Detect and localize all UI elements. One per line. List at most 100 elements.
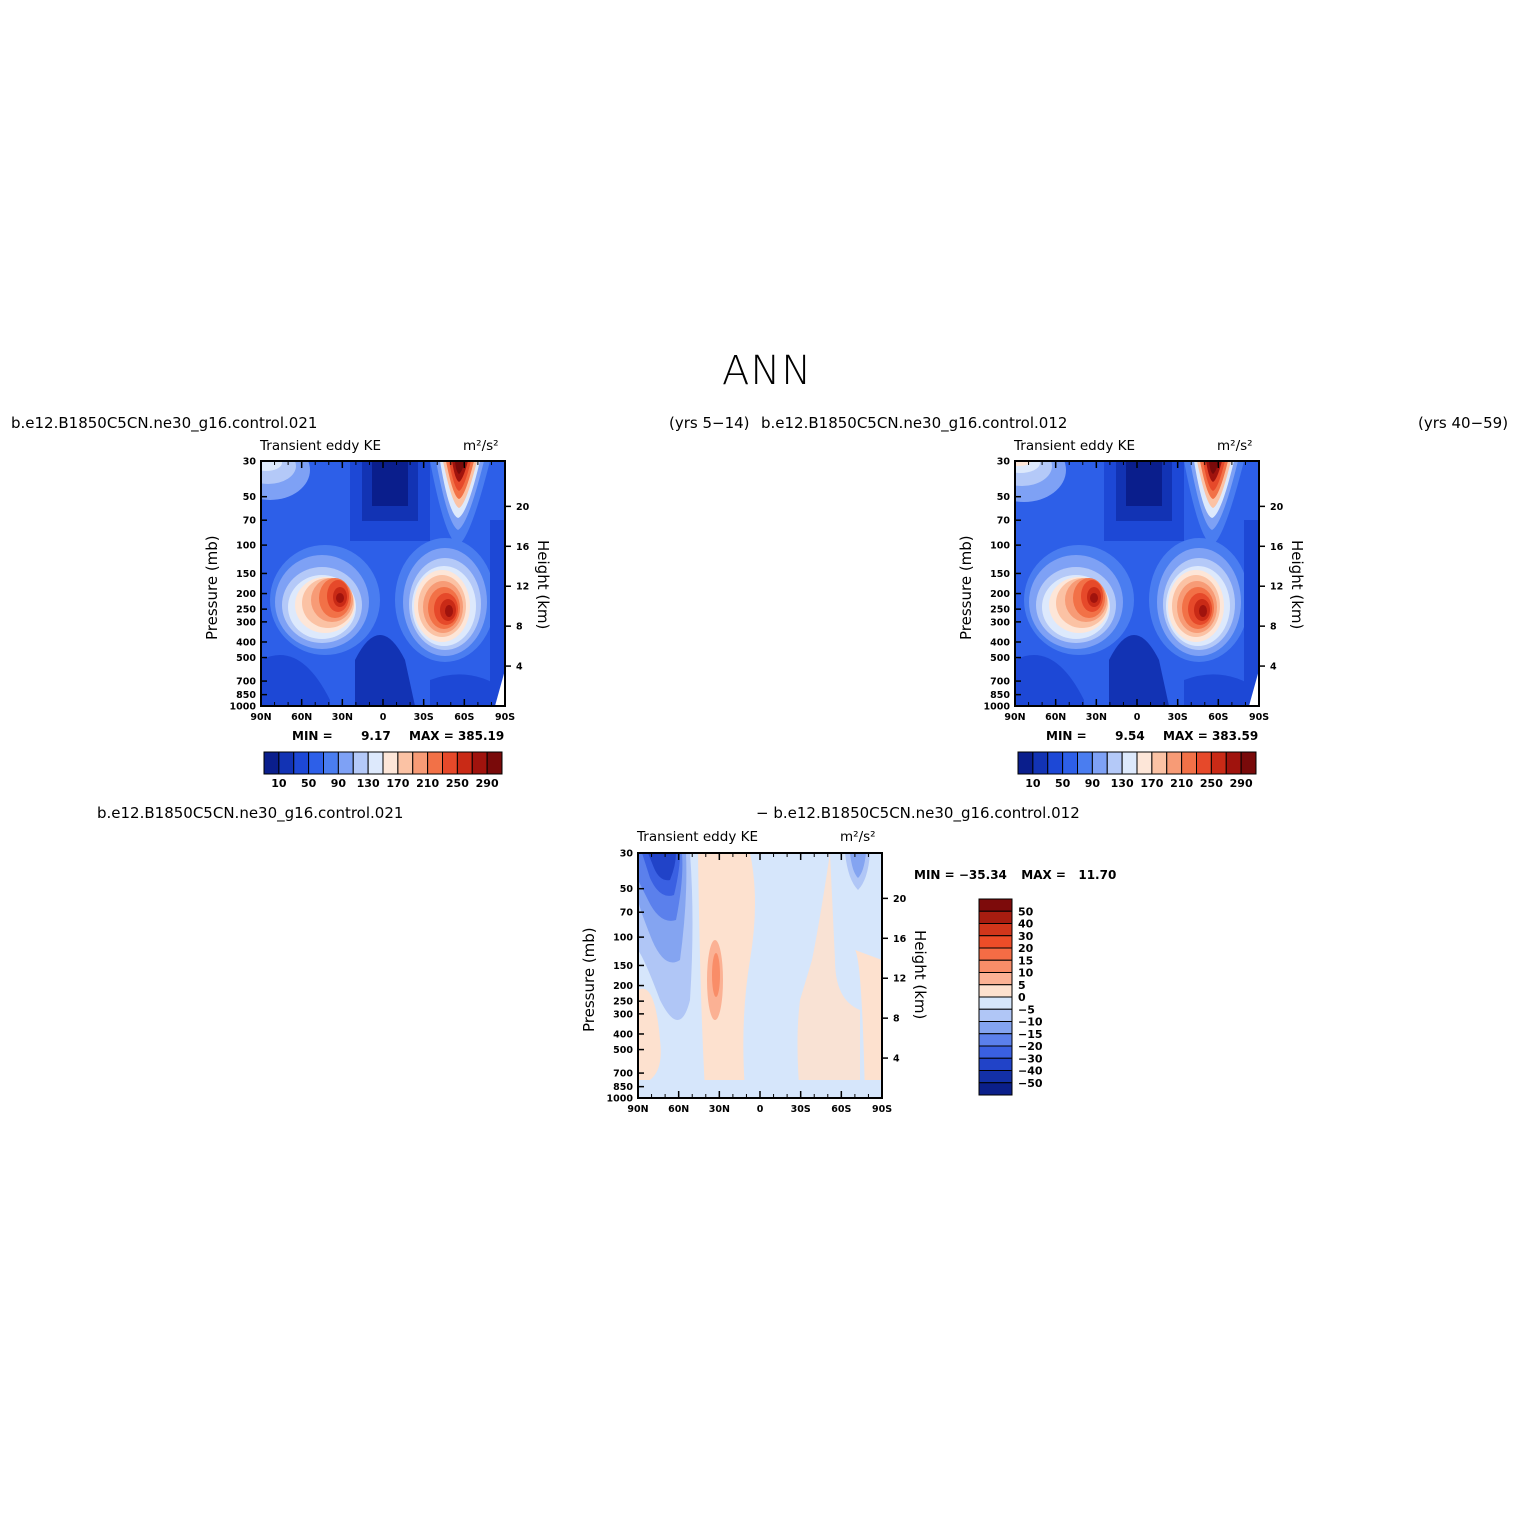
ylabel-height-top-right: Height (km) bbox=[1288, 540, 1306, 630]
colorbar-label-top-right: 170 bbox=[1140, 777, 1163, 790]
colorbar-swatch-top-right bbox=[1225, 751, 1242, 775]
min-label-top-left: MIN = bbox=[292, 729, 333, 743]
lat-tick-label-diff: 30S bbox=[791, 1104, 811, 1115]
colorbar-swatch-diff bbox=[978, 972, 1013, 986]
variable-label-diff: Transient eddy KE bbox=[637, 829, 758, 845]
height-tick-label-diff: 8 bbox=[893, 1014, 900, 1025]
lat-tick-label-diff: 0 bbox=[757, 1104, 764, 1115]
lat-tick-label-top-right: 90S bbox=[1249, 712, 1269, 723]
colorbar-swatch-top-right bbox=[1166, 751, 1183, 775]
ylabel-height-top-left: Height (km) bbox=[534, 540, 552, 630]
pressure-tick-label-top-left: 700 bbox=[236, 677, 256, 688]
colorbar-swatch-diff bbox=[978, 996, 1013, 1010]
max-value-top-left: 385.19 bbox=[457, 729, 505, 743]
season-title: ANN bbox=[722, 348, 813, 394]
pressure-tick-label-diff: 1000 bbox=[607, 1094, 634, 1105]
pressure-tick-label-top-right: 1000 bbox=[984, 702, 1011, 713]
colorbar-swatch-top-left bbox=[427, 751, 443, 775]
pressure-tick-label-top-left: 150 bbox=[236, 569, 256, 580]
pressure-tick-label-diff: 250 bbox=[613, 997, 633, 1008]
height-tick-label-diff: 12 bbox=[893, 974, 906, 985]
colorbar-label-diff: 0 bbox=[1018, 991, 1026, 1004]
colorbar-swatch-top-left bbox=[382, 751, 399, 775]
case-a-diff: b.e12.B1850C5CN.ne30_g16.control.021 bbox=[97, 804, 404, 822]
height-tick-label-top-left: 20 bbox=[516, 502, 530, 513]
pressure-tick-label-top-left: 400 bbox=[236, 637, 256, 648]
colorbar-swatch-diff bbox=[978, 1057, 1013, 1071]
colorbar-swatch-diff bbox=[978, 910, 1013, 924]
pressure-tick-label-diff: 100 bbox=[613, 933, 633, 944]
colorbar-swatch-top-right bbox=[1240, 751, 1257, 775]
lat-tick-label-top-right: 30N bbox=[1086, 712, 1107, 723]
colorbar-label-top-left: 50 bbox=[301, 777, 317, 790]
units-label-diff: m²/s² bbox=[840, 829, 876, 845]
colorbar-label-diff: −50 bbox=[1018, 1077, 1043, 1090]
colorbar-label-top-right: 290 bbox=[1230, 777, 1253, 790]
colorbar-label-diff: −20 bbox=[1018, 1040, 1043, 1053]
colorbar-swatch-top-right bbox=[1077, 751, 1093, 775]
lat-tick-label-top-right: 30S bbox=[1168, 712, 1188, 723]
years-top-left: (yrs 5−14) bbox=[669, 414, 750, 432]
lat-tick-label-top-left: 60N bbox=[291, 712, 312, 723]
colorbar-top-right: 10 50 90 130 170 210 250 290 bbox=[1017, 751, 1257, 790]
pressure-tick-label-diff: 400 bbox=[613, 1029, 633, 1040]
pressure-tick-label-top-right: 100 bbox=[990, 541, 1010, 552]
colorbar-swatch-top-left bbox=[308, 751, 324, 775]
pressure-tick-label-top-left: 30 bbox=[243, 457, 257, 468]
case-name-top-right: b.e12.B1850C5CN.ne30_g16.control.012 bbox=[761, 414, 1068, 432]
colorbar-label-top-right: 130 bbox=[1111, 777, 1134, 790]
ylabel-pressure-top-left: Pressure (mb) bbox=[203, 535, 221, 640]
lat-tick-label-top-right: 60S bbox=[1208, 712, 1228, 723]
contour-field-diff bbox=[638, 853, 882, 1098]
lat-tick-label-top-left: 30N bbox=[332, 712, 353, 723]
height-tick-label-top-right: 8 bbox=[1270, 622, 1277, 633]
colorbar-label-diff: −5 bbox=[1018, 1003, 1035, 1016]
min-value-diff: −35.34 bbox=[958, 868, 1007, 882]
ylabel-pressure-top-right: Pressure (mb) bbox=[957, 535, 975, 640]
pressure-tick-label-top-left: 70 bbox=[243, 516, 257, 527]
colorbar-label-diff: −30 bbox=[1018, 1052, 1043, 1065]
colorbar-label-diff: 50 bbox=[1018, 905, 1034, 918]
colorbar-label-diff: 30 bbox=[1018, 930, 1034, 943]
pressure-tick-label-top-right: 400 bbox=[990, 637, 1010, 648]
colorbar-swatch-top-left bbox=[412, 751, 429, 775]
colorbar-swatch-top-left bbox=[323, 751, 339, 775]
colorbar-swatch-diff bbox=[978, 1045, 1013, 1059]
colorbar-label-top-right: 10 bbox=[1025, 777, 1041, 790]
colorbar-label-diff: −10 bbox=[1018, 1016, 1043, 1029]
lat-tick-label-diff: 60S bbox=[831, 1104, 851, 1115]
pressure-tick-label-top-left: 200 bbox=[236, 589, 256, 600]
pressure-tick-label-top-right: 250 bbox=[990, 605, 1010, 616]
lat-tick-label-top-left: 90S bbox=[495, 712, 515, 723]
pressure-tick-label-top-right: 500 bbox=[990, 653, 1010, 664]
height-tick-label-top-right: 16 bbox=[1270, 542, 1284, 553]
colorbar-label-diff: 20 bbox=[1018, 942, 1034, 955]
colorbar-label-top-left: 10 bbox=[271, 777, 287, 790]
min-label-top-right: MIN = bbox=[1046, 729, 1087, 743]
colorbar-label-top-left: 90 bbox=[331, 777, 347, 790]
lat-tick-label-diff: 90N bbox=[627, 1104, 648, 1115]
colorbar-label-diff: 15 bbox=[1018, 954, 1033, 967]
min-label-diff: MIN = bbox=[914, 868, 955, 882]
max-label-top-right: MAX = bbox=[1163, 729, 1208, 743]
colorbar-swatch-top-right bbox=[1047, 751, 1064, 775]
height-tick-label-diff: 16 bbox=[893, 934, 907, 945]
variable-label-top-left: Transient eddy KE bbox=[260, 438, 381, 454]
min-value-top-right: 9.54 bbox=[1115, 729, 1145, 743]
pressure-tick-label-diff: 70 bbox=[620, 908, 634, 919]
pressure-tick-label-diff: 30 bbox=[620, 849, 634, 860]
colorbar-swatch-diff bbox=[978, 1070, 1013, 1084]
pressure-tick-label-top-right: 150 bbox=[990, 569, 1010, 580]
units-label-top-right: m²/s² bbox=[1217, 438, 1253, 454]
height-tick-label-top-left: 12 bbox=[516, 582, 529, 593]
colorbar-swatch-diff bbox=[978, 947, 1013, 961]
lat-tick-label-top-left: 0 bbox=[380, 712, 387, 723]
colorbar-swatch-top-right bbox=[1196, 751, 1212, 775]
pressure-tick-label-diff: 700 bbox=[613, 1069, 633, 1080]
colorbar-swatch-top-left bbox=[352, 751, 369, 775]
colorbar-swatch-top-right bbox=[1032, 751, 1049, 775]
pressure-tick-label-top-left: 1000 bbox=[230, 702, 257, 713]
